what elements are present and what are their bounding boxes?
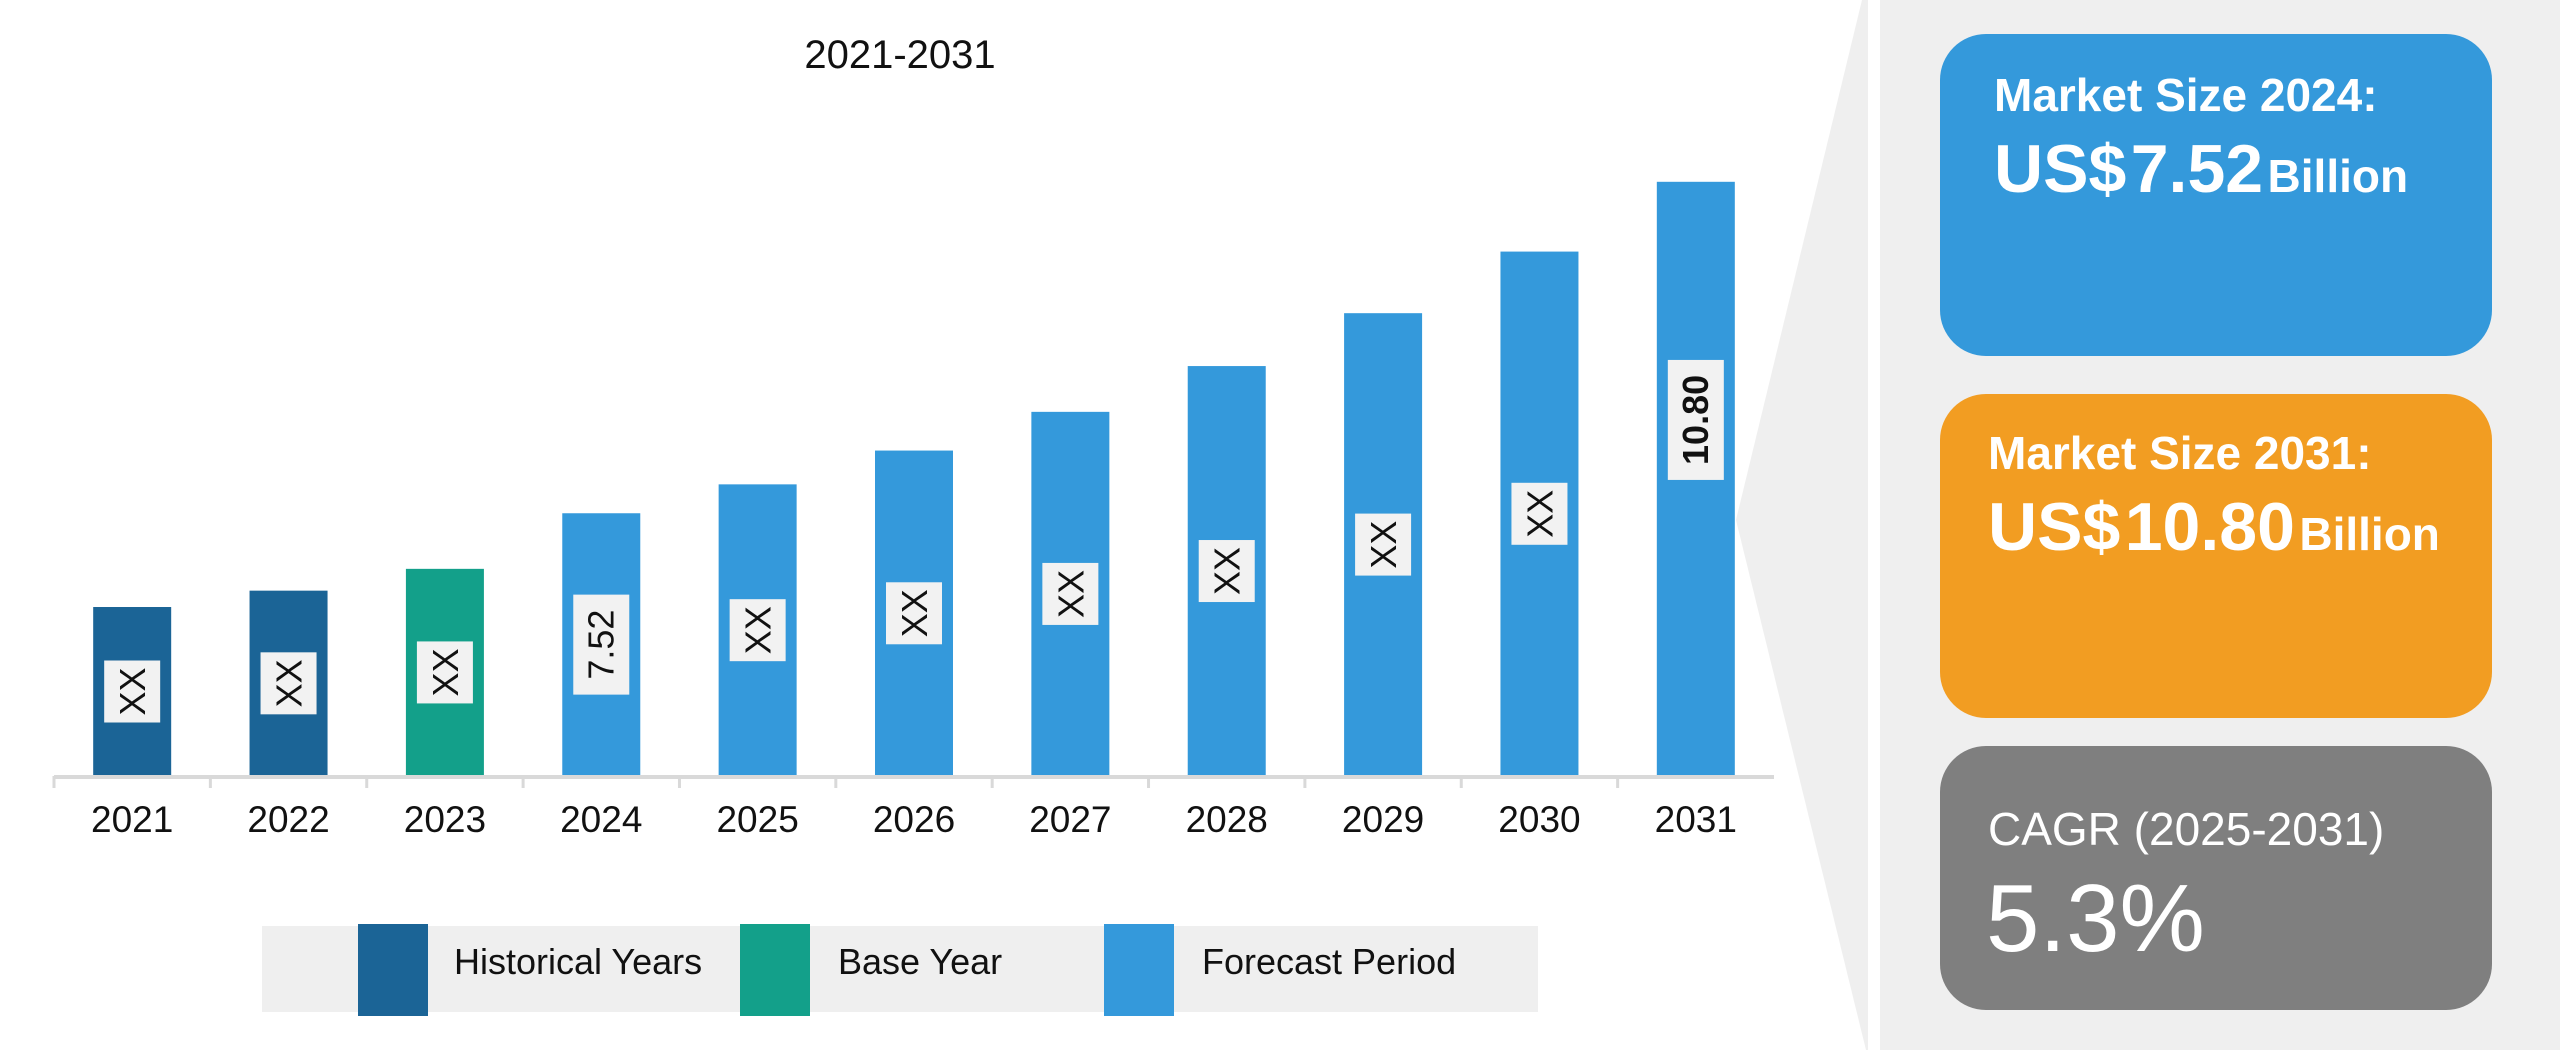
x-tick-label-2031: 2031 <box>1655 799 1737 840</box>
data-label-text-2030: XX <box>1519 490 1560 538</box>
legend: Historical Years Base Year Forecast Period <box>262 924 1538 1016</box>
data-label-text-2024: 7.52 <box>581 610 622 680</box>
data-label-2021: XX <box>104 660 161 723</box>
market-size-2024-value: 7.52 <box>2130 131 2264 207</box>
bars-layer: XX XX XX 7.52 XX XX XX XX XX XX 10.80 <box>93 181 1735 777</box>
data-label-text-2022: XX <box>269 659 310 707</box>
chart-title: 2021-2031 <box>804 33 995 77</box>
data-label-box <box>1511 482 1568 545</box>
cagr-value: 5.3% <box>1986 865 2205 972</box>
market-size-2024-heading: Market Size 2024: <box>1994 69 2378 121</box>
data-label-2023: XX <box>416 641 473 704</box>
data-label-box <box>729 599 786 662</box>
data-label-text-2027: XX <box>1050 570 1091 618</box>
market-size-2031-prefix: US$ <box>1988 489 2121 565</box>
legend-label-historical: Historical Years <box>454 941 702 982</box>
legend-label-base: Base Year <box>838 941 1002 982</box>
x-axis: 2021 2022 2023 2024 2025 2026 2027 2028 2029 2030… <box>52 775 1774 840</box>
summary-panel-divider <box>1868 0 1880 1050</box>
x-tick-label-2028: 2028 <box>1186 799 1268 840</box>
data-label-box <box>1042 562 1099 625</box>
market-size-2024-card: Market Size 2024: US$ 7.52 Billion <box>1940 34 2492 356</box>
data-label-text-2029: XX <box>1363 521 1404 569</box>
x-tick-label-2024: 2024 <box>560 799 642 840</box>
data-label-2028: XX <box>1198 540 1255 603</box>
legend-background <box>262 926 1538 1012</box>
legend-swatch-historical <box>358 924 428 1016</box>
data-label-text-2028: XX <box>1207 547 1248 595</box>
x-tick-label-2021: 2021 <box>91 799 173 840</box>
x-tick-label-2030: 2030 <box>1498 799 1580 840</box>
legend-swatch-base <box>740 924 810 1016</box>
data-label-box <box>104 660 161 723</box>
data-label-box <box>1355 513 1412 576</box>
x-tick-label-2029: 2029 <box>1342 799 1424 840</box>
market-size-2024-prefix: US$ <box>1994 131 2127 207</box>
data-label-box <box>573 594 630 695</box>
data-label-2024: 7.52 <box>573 594 630 695</box>
cagr-card: CAGR (2025-2031) 5.3% <box>1940 746 2492 1010</box>
data-label-box <box>886 582 942 645</box>
legend-swatch-forecast <box>1104 924 1174 1016</box>
data-label-text-2026: XX <box>894 589 935 637</box>
data-label-text-2025: XX <box>738 606 779 654</box>
x-tick-label-2025: 2025 <box>716 799 798 840</box>
data-label-2030: XX <box>1511 482 1568 545</box>
cagr-heading: CAGR (2025-2031) <box>1988 803 2385 855</box>
data-label-box <box>1198 540 1255 603</box>
data-label-text-2021: XX <box>112 667 153 715</box>
x-tick-label-2022: 2022 <box>247 799 329 840</box>
market-size-2031-card: Market Size 2031: US$ 10.80 Billion <box>1940 394 2492 718</box>
data-label-box <box>260 652 317 715</box>
data-label-box <box>1667 359 1724 480</box>
data-label-box <box>416 641 473 704</box>
market-size-2031-unit: Billion <box>2299 508 2440 560</box>
data-label-text-2023: XX <box>425 648 466 696</box>
data-label-2025: XX <box>729 599 786 662</box>
data-label-text-2031: 10.80 <box>1675 375 1716 465</box>
market-size-2024-unit: Billion <box>2267 150 2409 202</box>
data-label-2022: XX <box>260 652 317 715</box>
x-tick-label-2027: 2027 <box>1029 799 1111 840</box>
x-tick-label-2023: 2023 <box>404 799 486 840</box>
data-label-2031: 10.80 <box>1667 359 1724 480</box>
market-size-2031-value-line: US$ 10.80 Billion <box>1988 488 2440 566</box>
data-label-2027: XX <box>1042 562 1099 625</box>
market-size-2031-heading: Market Size 2031: <box>1988 427 2372 479</box>
market-size-2024-value-line: US$ 7.52 Billion <box>1994 130 2408 208</box>
legend-label-forecast: Forecast Period <box>1202 941 1456 982</box>
market-size-2031-value: 10.80 <box>2124 489 2295 565</box>
x-tick-label-2026: 2026 <box>873 799 955 840</box>
data-label-2029: XX <box>1355 513 1412 576</box>
data-label-2026: XX <box>886 582 942 645</box>
